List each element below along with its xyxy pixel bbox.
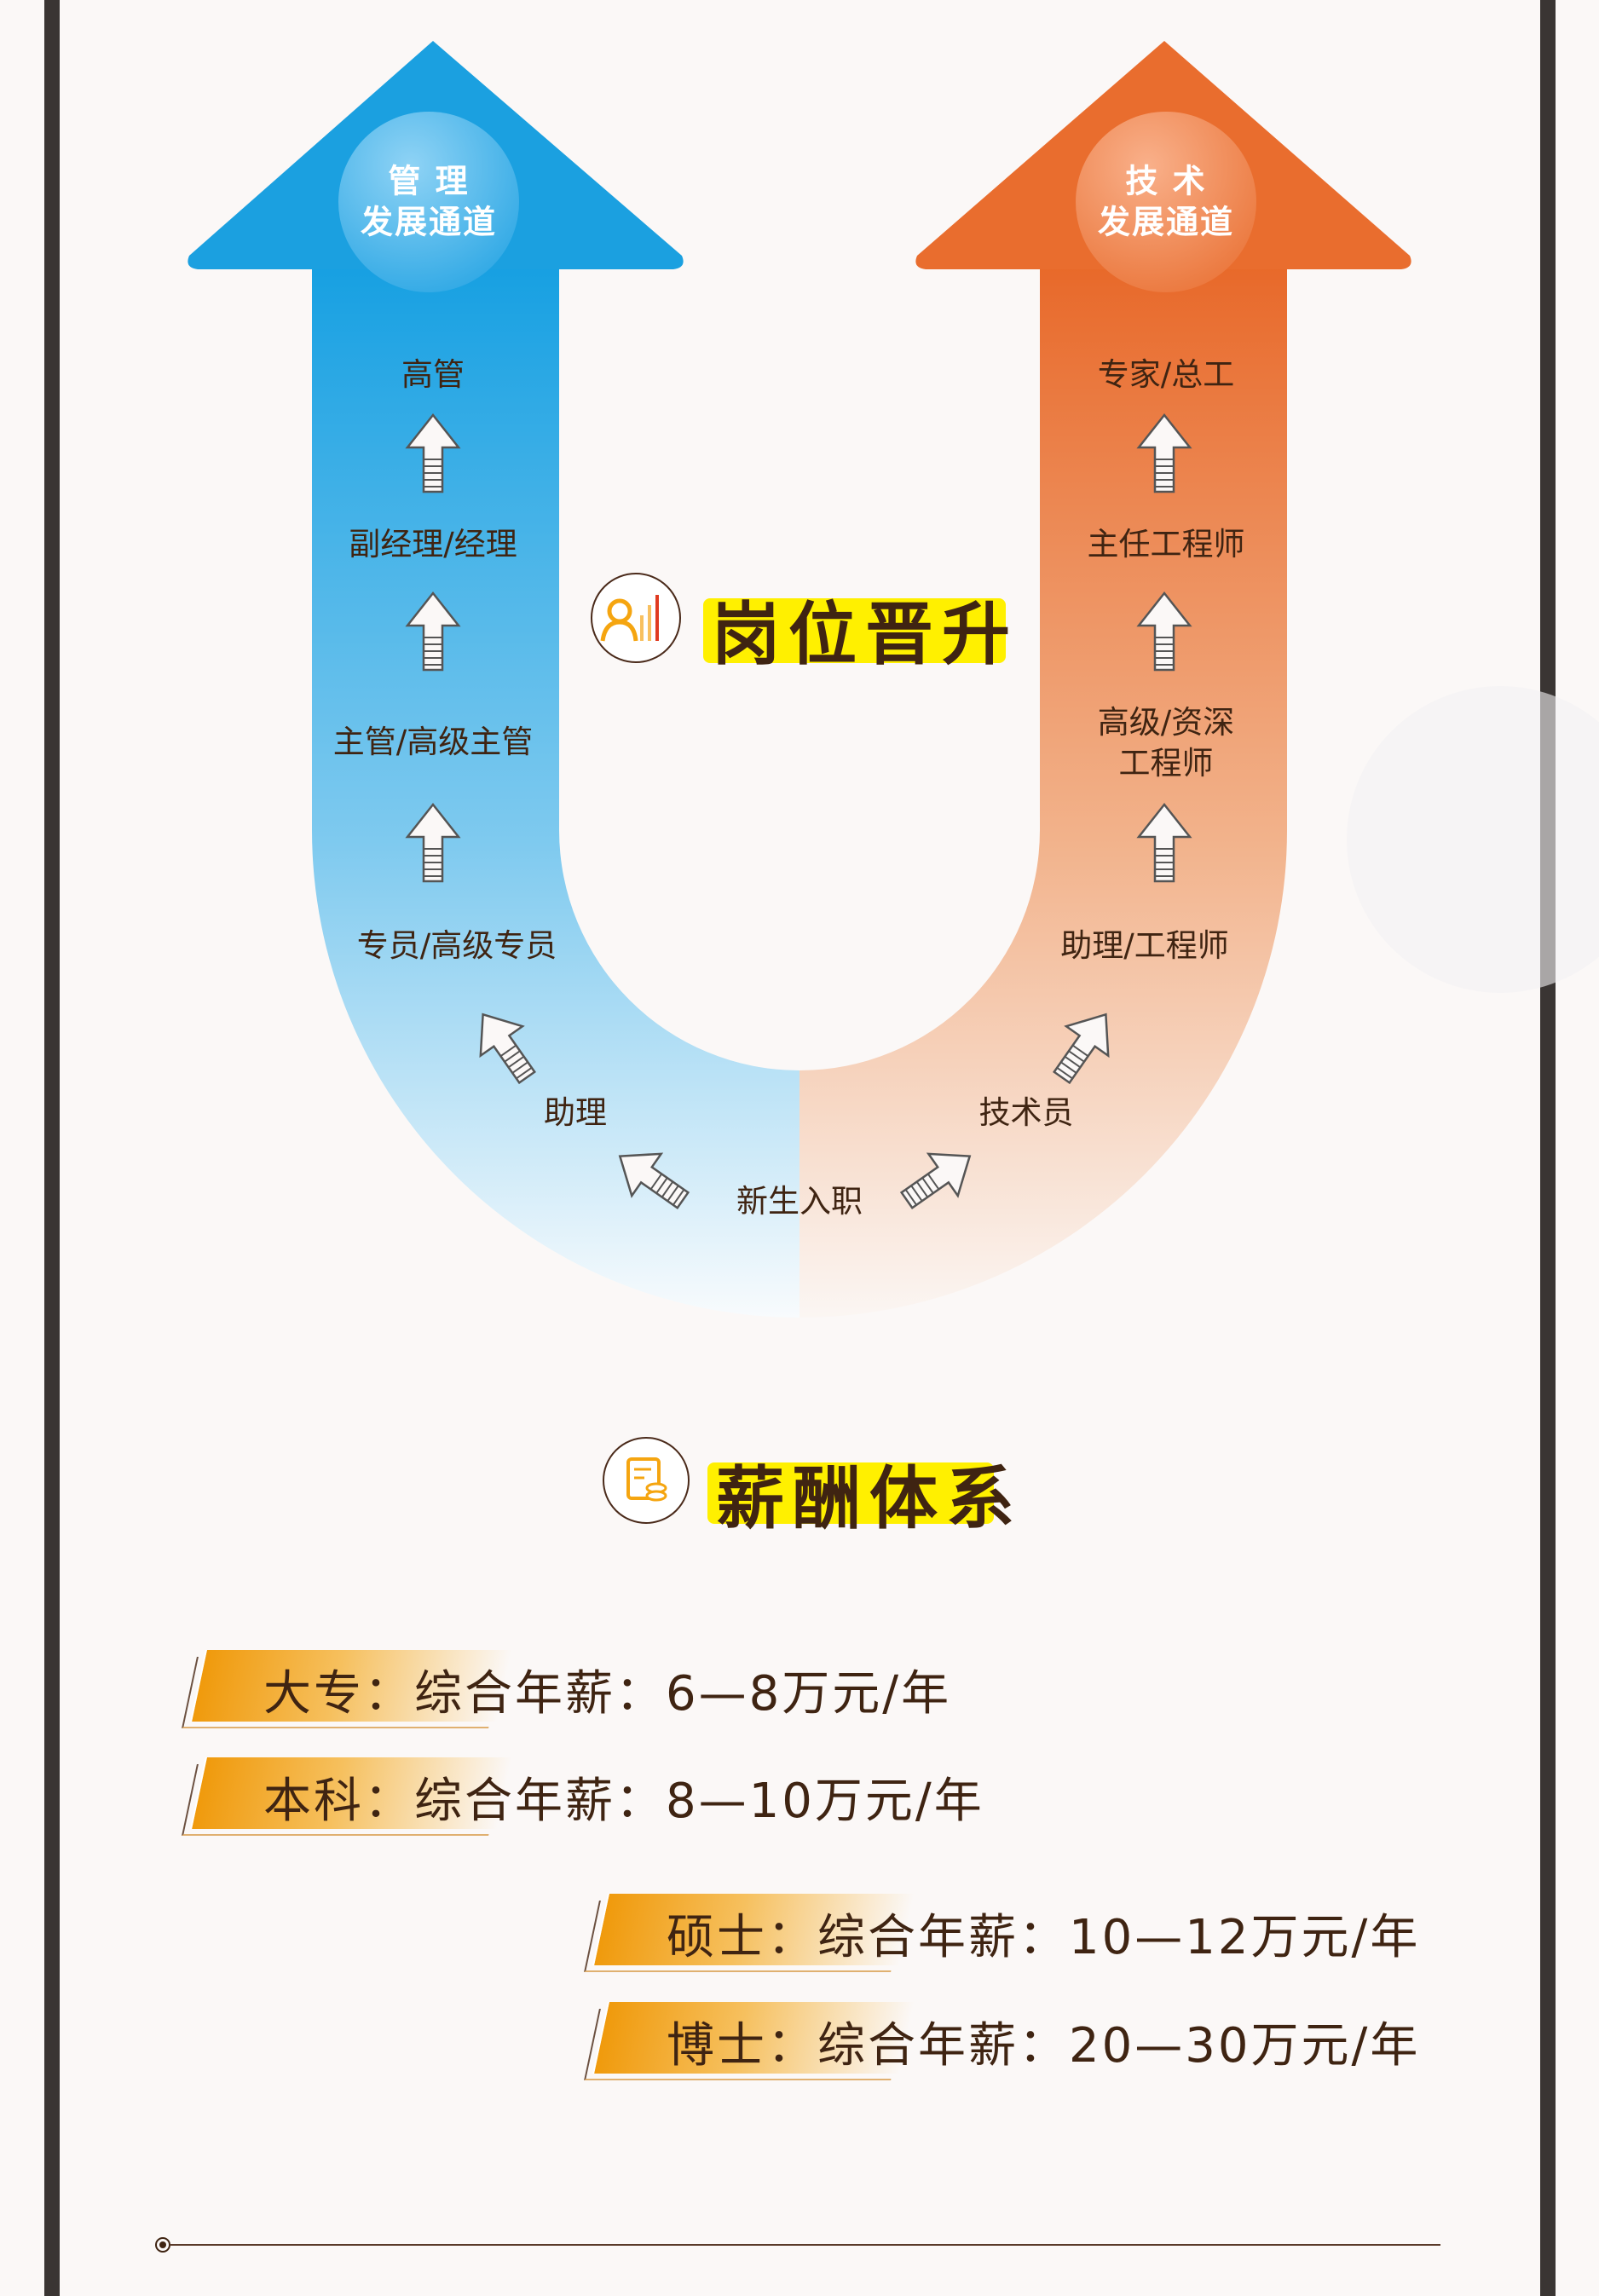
level-label: 助理 (544, 1093, 607, 1131)
level-label: 专员/高级专员 (356, 926, 557, 964)
salary-document-icon (603, 1437, 690, 1524)
badge-line: 管 理 (388, 162, 470, 200)
level-label: 专家/总工 (1097, 355, 1235, 393)
degree-label: 本科： (263, 1774, 414, 1829)
technical-path (800, 268, 1287, 1318)
badge-line: 技 术 (1125, 162, 1207, 200)
level-label: 工程师 (1118, 744, 1214, 782)
level-label: 助理/工程师 (1060, 926, 1229, 964)
salary-row: 硕士：综合年薪：10—12万元/年 (667, 1899, 1420, 1968)
salary-value: 综合年薪：20—30万元/年 (817, 2018, 1421, 2074)
degree-label: 大专： (263, 1666, 414, 1722)
title-highlight (707, 1462, 994, 1524)
management-path (312, 268, 800, 1318)
title-highlight (703, 598, 1006, 663)
level-label: 高管 (401, 355, 465, 393)
salary-title: 薪酬体系 (716, 1459, 1023, 1538)
entry-label: 新生入职 (736, 1182, 863, 1220)
salary-row: 大专：综合年薪：6—8万元/年 (263, 1655, 951, 1724)
level-label: 主任工程师 (1087, 525, 1245, 562)
management-badge: 管 理 发展通道 (361, 162, 497, 243)
badge-line: 发展通道 (360, 203, 498, 240)
career-chart-icon (591, 573, 681, 663)
degree-label: 硕士： (667, 1910, 817, 1965)
level-label: 主管/高级主管 (332, 723, 534, 760)
level-label: 技术员 (978, 1093, 1074, 1131)
salary-value: 综合年薪：10—12万元/年 (817, 1910, 1421, 1965)
salary-row: 本科：综合年薪：8—10万元/年 (263, 1762, 984, 1832)
right-border (1540, 0, 1556, 2296)
left-border (44, 0, 60, 2296)
badge-line: 发展通道 (1097, 203, 1235, 240)
salary-value: 综合年薪：8—10万元/年 (414, 1774, 984, 1829)
salary-value: 综合年薪：6—8万元/年 (414, 1666, 952, 1722)
degree-label: 博士： (667, 2018, 817, 2074)
salary-row: 博士：综合年薪：20—30万元/年 (667, 2007, 1420, 2076)
level-label: 副经理/经理 (349, 525, 517, 562)
level-label: 高级/资深 (1097, 703, 1235, 741)
technical-badge: 技 术 发展通道 (1098, 162, 1234, 243)
career-title: 岗位晋升 (712, 595, 1019, 674)
